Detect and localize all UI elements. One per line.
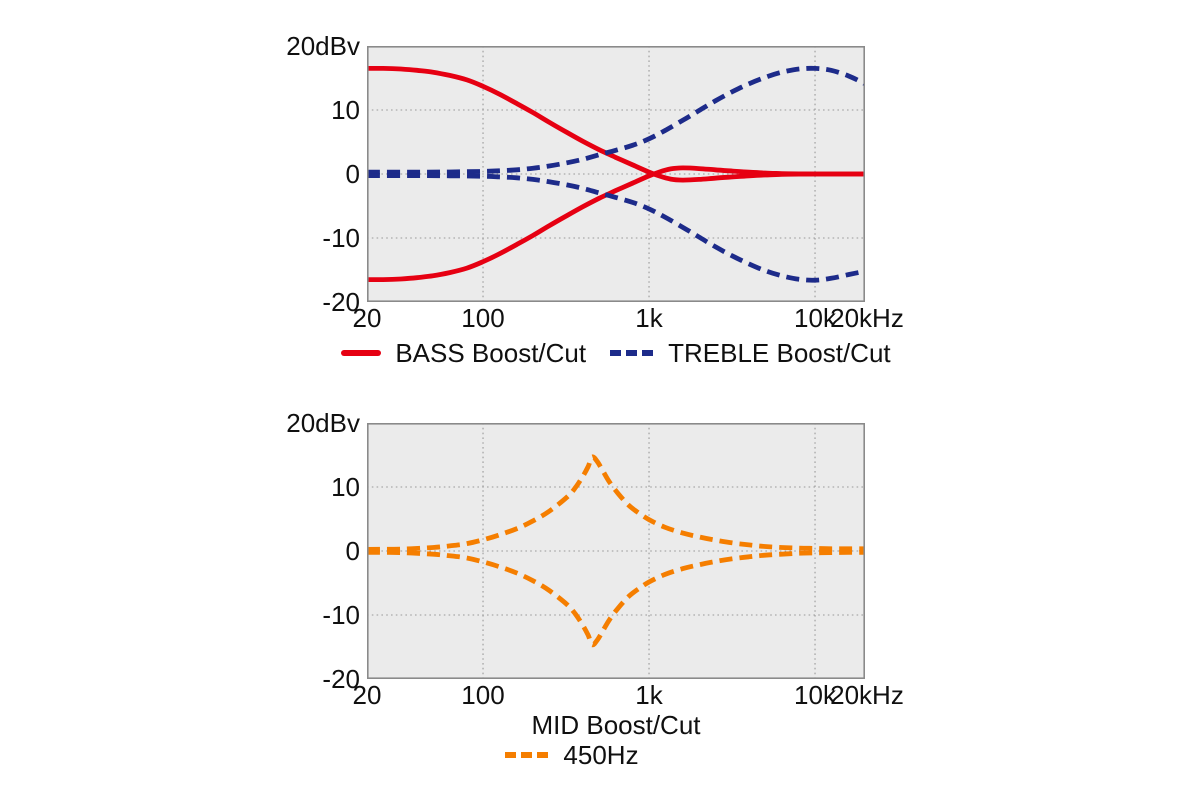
x-tick-20: 20: [352, 680, 382, 710]
x-tick-1k: 1k: [635, 680, 663, 710]
y-tick-neg10: -10: [322, 223, 360, 253]
x-tick-10k: 10k: [794, 680, 836, 710]
legend-item-treble: TREBLE Boost/Cut: [610, 338, 891, 369]
mid-legend-label: 450Hz: [563, 739, 639, 770]
x-tick-1k: 1k: [635, 303, 663, 333]
y-tick-20dbv: 20dBv: [286, 408, 360, 438]
legend-item-450hz: 450Hz: [505, 739, 639, 771]
y-tick-10: 10: [331, 472, 360, 502]
y-tick-0: 0: [345, 159, 360, 189]
treble-legend-label: TREBLE Boost/Cut: [668, 337, 891, 368]
y-tick-neg10: -10: [322, 600, 360, 630]
legend-item-bass: BASS Boost/Cut: [341, 338, 586, 369]
x-tick-10k: 10k: [794, 303, 836, 333]
treble-line-swatch-icon: [610, 350, 655, 356]
mid-line-swatch-icon: [505, 752, 550, 758]
y-tick-0: 0: [345, 536, 360, 566]
bass-treble-legend: BASS Boost/Cut TREBLE Boost/Cut: [316, 338, 916, 368]
bass-treble-plot-area: [367, 46, 865, 302]
y-tick-10: 10: [331, 95, 360, 125]
mid-plot-area: [367, 423, 865, 679]
mid-chart-title: MID Boost/Cut: [531, 710, 701, 740]
x-tick-20khz: 20kHz: [830, 680, 904, 710]
bass-line-swatch-icon: [341, 350, 382, 356]
y-tick-neg20: -20: [322, 664, 360, 694]
x-tick-100: 100: [461, 680, 505, 710]
mid-legend: 450Hz: [272, 740, 872, 770]
bass-legend-label: BASS Boost/Cut: [395, 337, 587, 368]
y-tick-20dbv: 20dBv: [286, 31, 360, 61]
y-tick-neg20: -20: [322, 287, 360, 317]
x-tick-20khz: 20kHz: [830, 303, 904, 333]
x-tick-20: 20: [352, 303, 382, 333]
x-tick-100: 100: [461, 303, 505, 333]
